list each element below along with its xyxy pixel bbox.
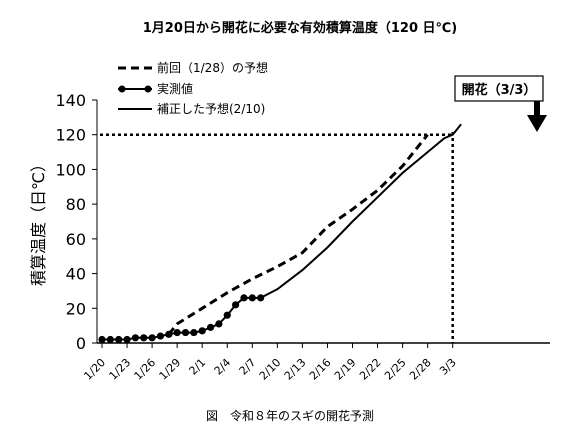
observed-point xyxy=(156,332,165,340)
observed-point xyxy=(190,328,198,337)
x-tick-label: 1/29 xyxy=(157,356,184,383)
y-tick-label: 20 xyxy=(66,299,86,318)
series-group xyxy=(98,123,462,344)
legend-label-previous-forecast: 前回（1/28）の予想 xyxy=(157,60,268,75)
y-tick-label: 140 xyxy=(55,91,86,110)
bloom-callout-label: 開花（3/3） xyxy=(462,82,537,98)
observed-point xyxy=(173,328,181,337)
observed-point xyxy=(215,320,223,328)
x-tick-label: 2/25 xyxy=(382,356,409,383)
observed-point xyxy=(223,311,231,319)
observed-point xyxy=(181,328,190,337)
y-axis-label: 積算温度（日℃） xyxy=(29,156,48,286)
y-tick-label: 100 xyxy=(55,160,86,179)
x-ticks: 1/201/231/261/29 2/1 2/4 2/72/102/132/162/1… xyxy=(81,343,459,383)
y-tick-label: 60 xyxy=(66,230,86,249)
series-line-previous-forecast xyxy=(167,133,429,336)
x-tick-label: 1/23 xyxy=(107,356,134,383)
x-tick-label: 1/20 xyxy=(81,356,108,383)
y-tick-label: 120 xyxy=(55,126,86,145)
observed-point xyxy=(123,335,131,344)
y-tick-label: 40 xyxy=(66,265,86,284)
x-tick-label: 2/13 xyxy=(282,356,309,383)
legend-marker-observed xyxy=(118,85,126,93)
observed-point xyxy=(106,335,114,344)
observed-point xyxy=(140,334,148,342)
observed-point xyxy=(148,334,156,342)
x-tick-label: 2/1 xyxy=(187,356,209,378)
x-tick-label: 3/3 xyxy=(437,356,459,378)
x-tick-label: 2/16 xyxy=(307,356,334,383)
observed-point xyxy=(165,330,173,338)
x-tick-label: 2/7 xyxy=(237,356,259,378)
observed-point xyxy=(115,335,123,344)
y-tick-label: 0 xyxy=(76,334,86,353)
legend: 前回（1/28）の予想 実測値 補正した予想(2/10) xyxy=(118,60,268,116)
y-tick-label: 80 xyxy=(66,195,86,214)
legend-label-corrected-forecast: 補正した予想(2/10) xyxy=(157,101,265,116)
x-tick-label: 2/22 xyxy=(357,356,384,383)
chart-title: 1月20日から開花に必要な有効積算温度（120 日℃) xyxy=(143,20,457,36)
bloom-callout: 開花（3/3） xyxy=(454,75,547,132)
y-ticks: 0 20 40 60 80 100 120 140 xyxy=(55,91,97,353)
x-tick-label: 2/28 xyxy=(407,356,434,383)
legend-label-observed: 実測値 xyxy=(157,81,193,96)
observed-point xyxy=(248,294,256,302)
observed-point xyxy=(131,334,139,342)
observed-point xyxy=(232,301,240,309)
bloom-arrow-head xyxy=(527,115,547,132)
observed-point xyxy=(198,327,206,335)
x-tick-label: 2/10 xyxy=(257,356,284,383)
figure-caption: 図 令和８年のスギの開花予測 xyxy=(206,408,374,423)
x-tick-label: 2/19 xyxy=(332,356,359,383)
series-line-corrected-forecast xyxy=(260,123,462,299)
bloom-callout-box xyxy=(454,75,544,102)
legend-marker-observed xyxy=(144,85,152,93)
observed-point xyxy=(98,335,106,344)
x-tick-label: 2/4 xyxy=(212,356,234,378)
observed-point xyxy=(240,294,248,302)
x-tick-label: 1/26 xyxy=(132,356,159,383)
observed-point xyxy=(206,323,215,331)
